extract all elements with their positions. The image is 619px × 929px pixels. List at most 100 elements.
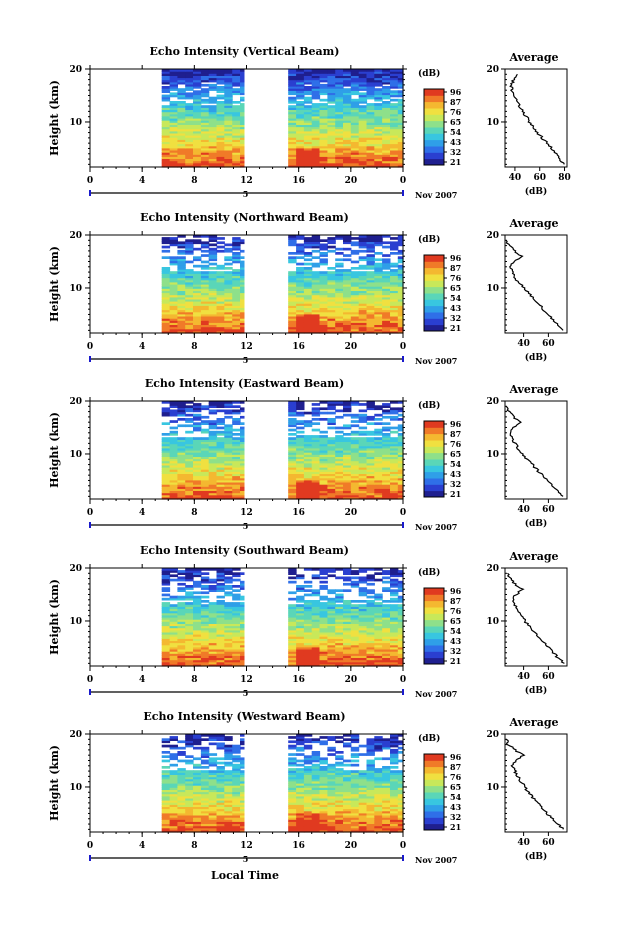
x-axis-label: Local Time [211,869,279,882]
colorbar-unit: (dB) [418,567,440,578]
average-frame [504,68,568,168]
colorbar-swatch [424,773,444,780]
x-tick-label: 4 [139,176,145,186]
colorbar-unit: (dB) [418,234,440,245]
colorbar-tick-label: 54 [450,792,462,802]
y-tick-label: 10 [69,284,82,294]
average-x-tick-label: 40 [517,339,530,349]
date-label: Nov 2007 [415,689,457,699]
average-y-tick-label: 10 [486,450,499,460]
colorbar-swatch [424,299,444,307]
average-title: Average [508,383,558,396]
colorbar-swatch [424,133,444,141]
colorbar-swatch [424,619,444,627]
average-frame [504,567,568,667]
x-tick-label: 4 [139,342,145,352]
colorbar-swatch [424,318,444,326]
heatmap-cells [161,568,404,667]
colorbar-swatch [424,785,444,793]
average-x-label: (dB) [525,186,547,197]
colorbar-tick-label: 32 [450,479,461,489]
heatmap-cells [161,401,404,500]
colorbar-swatch [424,427,444,435]
x-tick-label: 20 [345,508,358,518]
colorbar-tick-label: 65 [450,117,461,127]
average-frame [504,400,568,500]
x-tick-label: 0 [87,176,93,186]
average-y-tick-label: 10 [486,783,499,793]
average-y-tick-label: 10 [486,118,499,128]
colorbar-tick-label: 32 [450,147,461,157]
average-title: Average [508,51,558,64]
colorbar-tick-label: 54 [450,459,462,469]
colorbar-swatch [424,158,444,166]
y-tick-label: 20 [69,564,82,574]
average-title: Average [508,550,558,563]
colorbar-swatch [424,471,444,479]
average-x-tick-label: 60 [542,838,555,848]
x-tick-label: 8 [191,841,197,851]
colorbar-tick-label: 76 [450,772,462,782]
colorbar-tick-label: 87 [450,596,461,606]
colorbar-tick-label: 21 [450,489,461,499]
y-axis-label: Height (km) [48,246,61,322]
average-x-tick-label: 80 [558,173,571,183]
y-tick-label: 20 [69,231,82,241]
panel-title: Echo Intensity (Westward Beam) [143,710,345,723]
x-tick-label: 8 [191,675,197,685]
average-x-tick-label: 40 [517,505,530,515]
colorbar-swatch [424,626,444,633]
average-title: Average [508,716,558,729]
y-tick-label: 10 [69,783,82,793]
average-frame [504,234,568,334]
average-y-tick-label: 10 [486,617,499,627]
date-label: Nov 2007 [415,855,457,865]
beam-panel-2: Echo Intensity (Eastward Beam) 10 20 Height… [48,377,568,532]
average-x-tick-label: 60 [542,672,555,682]
x-tick-label: 0 [87,841,93,851]
colorbar-tick-label: 43 [450,469,462,479]
average-x-tick-label: 60 [533,173,546,183]
x-tick-label: 0 [400,342,406,352]
y-tick-label: 20 [69,397,82,407]
colorbar-unit: (dB) [418,68,440,79]
colorbar-tick-label: 76 [450,606,462,616]
colorbar-swatch [424,760,444,768]
panel-title: Echo Intensity (Eastward Beam) [145,377,344,390]
average-frame [504,733,568,833]
day-label: 5 [243,521,249,531]
colorbar-swatch [424,600,444,608]
colorbar-swatch [424,613,444,621]
colorbar-swatch [424,421,444,428]
average-x-label: (dB) [525,851,547,862]
x-tick-label: 16 [292,508,305,518]
colorbar-swatch [424,280,444,288]
average-x-tick-label: 40 [509,173,522,183]
colorbar-swatch [424,645,444,652]
colorbar-tick-label: 87 [450,429,461,439]
colorbar-tick-label: 32 [450,812,461,822]
colorbar-swatch [424,779,444,787]
beam-panel-3: Echo Intensity (Southward Beam) 10 20 Heigh… [48,544,568,699]
colorbar-tick-label: 43 [450,636,462,646]
x-tick-label: 4 [139,508,145,518]
colorbar-swatch [424,433,444,441]
colorbar-swatch [424,114,444,122]
x-tick-label: 0 [87,342,93,352]
average-x-tick-label: 40 [517,672,530,682]
colorbar-tick-label: 21 [450,822,461,832]
panel-title: Echo Intensity (Southward Beam) [140,544,349,557]
x-tick-label: 20 [345,841,358,851]
colorbar-swatch [424,146,444,153]
y-axis-label: Height (km) [48,745,61,821]
colorbar-swatch [424,465,444,473]
x-tick-label: 16 [292,176,305,186]
colorbar-tick-label: 76 [450,107,462,117]
x-tick-label: 16 [292,841,305,851]
colorbar-unit: (dB) [418,400,440,411]
colorbar-swatch [424,588,444,595]
colorbar-swatch [424,446,444,454]
beam-panel-0: Echo Intensity (Vertical Beam) 10 20 Height… [48,45,571,200]
colorbar-swatch [424,108,444,115]
colorbar-swatch [424,120,444,128]
